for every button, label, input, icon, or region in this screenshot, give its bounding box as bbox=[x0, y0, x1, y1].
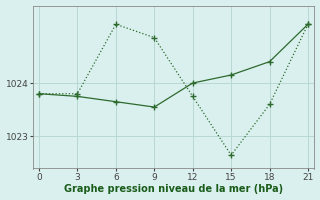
X-axis label: Graphe pression niveau de la mer (hPa): Graphe pression niveau de la mer (hPa) bbox=[64, 184, 283, 194]
